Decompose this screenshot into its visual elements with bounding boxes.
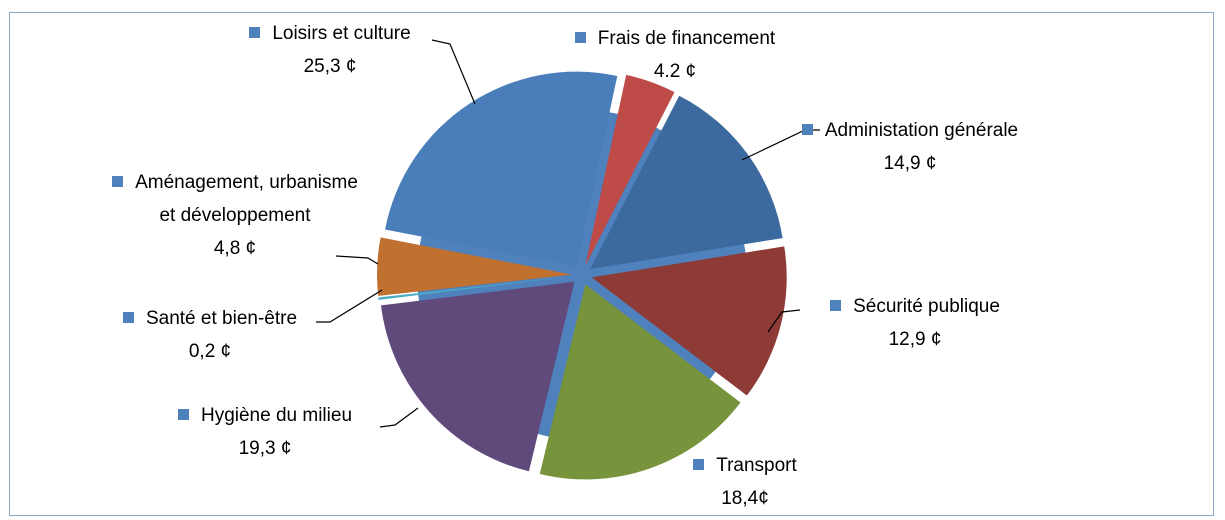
value-label: 25,3 ¢ bbox=[303, 56, 357, 77]
leader-line bbox=[335, 255, 379, 265]
data-label: Hygiène du milieu 19,3 ¢ bbox=[130, 399, 400, 465]
legend-marker bbox=[693, 459, 705, 470]
leader-line bbox=[379, 407, 419, 428]
legend-marker bbox=[574, 32, 586, 43]
data-label: Administation générale 14,9 ¢ bbox=[800, 114, 1020, 180]
pie-slice bbox=[378, 276, 573, 300]
chart-frame bbox=[9, 12, 1214, 516]
category-label: Transport bbox=[716, 455, 797, 476]
value-label: 19,3 ¢ bbox=[238, 438, 292, 459]
category-label: Frais de financement bbox=[597, 28, 776, 49]
data-label: Frais de financement 4.2 ¢ bbox=[530, 22, 820, 88]
legend-marker bbox=[177, 409, 189, 420]
pie-slice bbox=[377, 237, 573, 296]
legend-marker bbox=[122, 312, 134, 323]
data-label: Sécurité publique 12,9 ¢ bbox=[790, 290, 1040, 356]
value-label: 4,8 ¢ bbox=[213, 238, 257, 259]
data-label: Transport 18,4¢ bbox=[650, 449, 840, 515]
category-label: Loisirs et culture bbox=[272, 23, 411, 44]
leader-line bbox=[316, 289, 383, 323]
pie-slice bbox=[380, 281, 575, 472]
category-label: Hygiène du milieu bbox=[200, 405, 353, 426]
data-label: Aménagement, urbanisme et développement 4… bbox=[110, 166, 360, 265]
category-label: Santé et bien-être bbox=[145, 308, 298, 329]
value-label: 12,9 ¢ bbox=[888, 329, 942, 350]
category-label: Administation générale bbox=[824, 120, 1019, 141]
pie-slice bbox=[590, 95, 783, 270]
value-label: 14,9 ¢ bbox=[883, 153, 937, 174]
value-label: 4.2 ¢ bbox=[653, 61, 697, 82]
legend-marker bbox=[249, 27, 261, 38]
category-label: Aménagement, urbanisme et développement bbox=[135, 172, 358, 226]
value-label: 0,2 ¢ bbox=[188, 341, 232, 362]
legend-marker bbox=[830, 300, 842, 311]
pie-slice bbox=[539, 284, 741, 480]
pie-slice bbox=[585, 74, 675, 266]
category-label: Sécurité publique bbox=[853, 296, 1000, 317]
leader-line bbox=[431, 39, 476, 105]
leader-line bbox=[767, 309, 801, 333]
pie-slice bbox=[591, 246, 787, 396]
pie-slice bbox=[385, 71, 618, 267]
legend-marker bbox=[801, 124, 813, 135]
data-label: Loisirs et culture 25,3 ¢ bbox=[200, 17, 460, 83]
value-label: 18,4¢ bbox=[721, 488, 769, 509]
data-label: Santé et bien-être 0,2 ¢ bbox=[70, 302, 350, 368]
legend-marker bbox=[112, 176, 124, 187]
